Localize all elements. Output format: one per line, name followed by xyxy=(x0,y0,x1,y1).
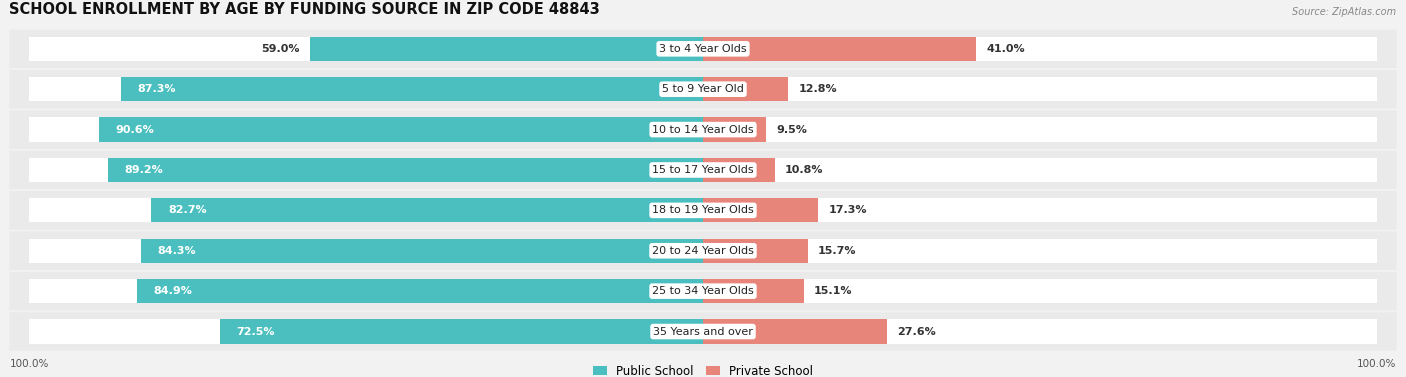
Text: Source: ZipAtlas.com: Source: ZipAtlas.com xyxy=(1292,7,1396,17)
FancyBboxPatch shape xyxy=(10,272,1396,310)
Bar xyxy=(703,118,766,142)
Text: 5 to 9 Year Old: 5 to 9 Year Old xyxy=(662,84,744,94)
Bar xyxy=(141,239,703,263)
FancyBboxPatch shape xyxy=(10,313,1396,351)
Text: 3 to 4 Year Olds: 3 to 4 Year Olds xyxy=(659,44,747,54)
Text: 10.8%: 10.8% xyxy=(785,165,824,175)
Text: 12.8%: 12.8% xyxy=(799,84,837,94)
Text: 17.3%: 17.3% xyxy=(828,205,868,215)
FancyBboxPatch shape xyxy=(30,198,1376,222)
Text: 41.0%: 41.0% xyxy=(987,44,1025,54)
Text: SCHOOL ENROLLMENT BY AGE BY FUNDING SOURCE IN ZIP CODE 48843: SCHOOL ENROLLMENT BY AGE BY FUNDING SOUR… xyxy=(10,2,600,17)
Text: 87.3%: 87.3% xyxy=(138,84,176,94)
Bar xyxy=(703,239,807,263)
Text: 18 to 19 Year Olds: 18 to 19 Year Olds xyxy=(652,205,754,215)
Text: 84.3%: 84.3% xyxy=(157,246,195,256)
Legend: Public School, Private School: Public School, Private School xyxy=(593,365,813,377)
FancyBboxPatch shape xyxy=(10,191,1396,230)
Bar xyxy=(108,158,703,182)
Bar xyxy=(703,37,976,61)
Bar xyxy=(703,158,775,182)
Bar xyxy=(309,37,703,61)
FancyBboxPatch shape xyxy=(30,118,1376,142)
FancyBboxPatch shape xyxy=(10,231,1396,270)
Bar xyxy=(136,279,703,303)
FancyBboxPatch shape xyxy=(30,37,1376,61)
Text: 15 to 17 Year Olds: 15 to 17 Year Olds xyxy=(652,165,754,175)
Text: 100.0%: 100.0% xyxy=(1357,359,1396,369)
Text: 89.2%: 89.2% xyxy=(125,165,163,175)
Bar xyxy=(703,319,887,344)
Text: 90.6%: 90.6% xyxy=(115,124,155,135)
Text: 10 to 14 Year Olds: 10 to 14 Year Olds xyxy=(652,124,754,135)
Text: 84.9%: 84.9% xyxy=(153,286,193,296)
Bar xyxy=(98,118,703,142)
Text: 15.1%: 15.1% xyxy=(814,286,852,296)
Text: 20 to 24 Year Olds: 20 to 24 Year Olds xyxy=(652,246,754,256)
Bar xyxy=(219,319,703,344)
Text: 100.0%: 100.0% xyxy=(10,359,49,369)
Text: 27.6%: 27.6% xyxy=(897,326,936,337)
Text: 59.0%: 59.0% xyxy=(262,44,299,54)
Bar xyxy=(703,279,804,303)
Text: 35 Years and over: 35 Years and over xyxy=(652,326,754,337)
FancyBboxPatch shape xyxy=(30,239,1376,263)
Text: 72.5%: 72.5% xyxy=(236,326,274,337)
Bar xyxy=(121,77,703,101)
FancyBboxPatch shape xyxy=(10,30,1396,68)
FancyBboxPatch shape xyxy=(10,151,1396,189)
Bar xyxy=(703,77,789,101)
FancyBboxPatch shape xyxy=(10,70,1396,108)
Bar xyxy=(152,198,703,222)
FancyBboxPatch shape xyxy=(30,77,1376,101)
FancyBboxPatch shape xyxy=(10,110,1396,149)
Bar xyxy=(703,198,818,222)
Text: 9.5%: 9.5% xyxy=(776,124,807,135)
FancyBboxPatch shape xyxy=(30,158,1376,182)
Text: 25 to 34 Year Olds: 25 to 34 Year Olds xyxy=(652,286,754,296)
FancyBboxPatch shape xyxy=(30,279,1376,303)
Text: 15.7%: 15.7% xyxy=(818,246,856,256)
FancyBboxPatch shape xyxy=(30,319,1376,344)
Text: 82.7%: 82.7% xyxy=(169,205,207,215)
